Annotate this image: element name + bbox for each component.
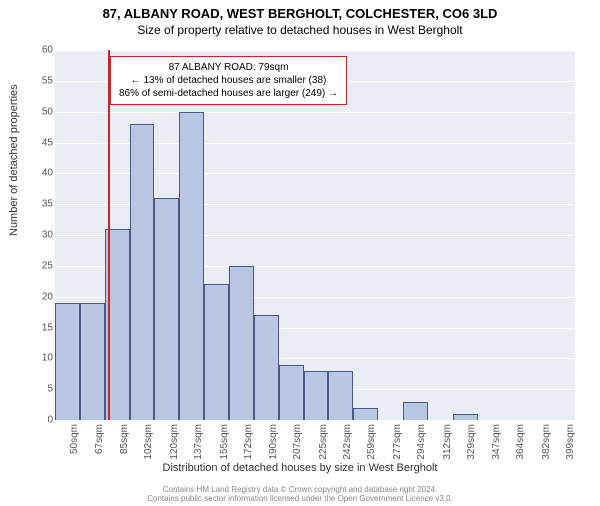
y-tick-label: 50 xyxy=(35,106,53,117)
chart-title: 87, ALBANY ROAD, WEST BERGHOLT, COLCHEST… xyxy=(0,6,600,21)
y-tick-label: 60 xyxy=(35,45,53,56)
x-tick-label: 172sqm xyxy=(243,424,254,460)
y-tick-label: 20 xyxy=(35,291,53,302)
footer-attribution: Contains HM Land Registry data © Crown c… xyxy=(0,485,600,504)
y-tick-label: 15 xyxy=(35,322,53,333)
x-tick-label: 242sqm xyxy=(342,424,353,460)
x-tick-label: 120sqm xyxy=(169,424,180,460)
annotation-line2: ← 13% of detached houses are smaller (38… xyxy=(119,74,338,87)
x-tick-label: 67sqm xyxy=(94,424,105,454)
y-tick-label: 10 xyxy=(35,353,53,364)
histogram-bar xyxy=(304,371,329,420)
histogram-bar xyxy=(279,365,304,421)
gridline xyxy=(55,420,575,421)
x-tick-label: 399sqm xyxy=(565,424,576,460)
histogram-bar xyxy=(55,303,80,420)
x-tick-label: 155sqm xyxy=(219,424,230,460)
histogram-bar xyxy=(403,402,428,421)
y-tick-label: 0 xyxy=(35,415,53,426)
histogram-bar xyxy=(254,315,279,420)
histogram-bar xyxy=(80,303,105,420)
y-tick-label: 25 xyxy=(35,260,53,271)
histogram-bar xyxy=(453,414,478,420)
x-tick-label: 364sqm xyxy=(515,424,526,460)
y-tick-label: 5 xyxy=(35,384,53,395)
histogram-bar xyxy=(130,124,155,420)
footer-line1: Contains HM Land Registry data © Crown c… xyxy=(0,485,600,495)
y-tick-label: 30 xyxy=(35,230,53,241)
property-marker-line xyxy=(108,50,110,420)
plot-area xyxy=(55,50,575,420)
annotation-line3: 86% of semi-detached houses are larger (… xyxy=(119,87,338,100)
x-tick-label: 329sqm xyxy=(466,424,477,460)
property-annotation: 87 ALBANY ROAD: 79sqm ← 13% of detached … xyxy=(110,56,347,105)
y-tick-label: 35 xyxy=(35,199,53,210)
histogram-bar xyxy=(204,284,229,420)
footer-line2: Contains public sector information licen… xyxy=(0,494,600,504)
y-tick-label: 45 xyxy=(35,137,53,148)
x-tick-label: 312sqm xyxy=(442,424,453,460)
x-tick-label: 294sqm xyxy=(416,424,427,460)
x-tick-label: 207sqm xyxy=(292,424,303,460)
x-tick-label: 137sqm xyxy=(193,424,204,460)
x-tick-label: 347sqm xyxy=(491,424,502,460)
x-tick-label: 85sqm xyxy=(119,424,130,454)
annotation-line1: 87 ALBANY ROAD: 79sqm xyxy=(119,61,338,74)
x-tick-label: 102sqm xyxy=(143,424,154,460)
y-tick-label: 40 xyxy=(35,168,53,179)
x-tick-label: 382sqm xyxy=(541,424,552,460)
histogram-bar xyxy=(179,112,204,420)
histogram-bar xyxy=(154,198,179,420)
x-tick-label: 50sqm xyxy=(69,424,80,454)
gridline xyxy=(55,50,575,51)
x-tick-label: 225sqm xyxy=(318,424,329,460)
y-axis-label: Number of detached properties xyxy=(8,84,20,236)
histogram-bar xyxy=(353,408,378,420)
histogram-bar xyxy=(229,266,254,420)
chart-subtitle: Size of property relative to detached ho… xyxy=(0,23,600,37)
y-tick-label: 55 xyxy=(35,75,53,86)
x-tick-label: 190sqm xyxy=(268,424,279,460)
x-tick-label: 259sqm xyxy=(366,424,377,460)
x-axis-label: Distribution of detached houses by size … xyxy=(0,462,600,474)
x-tick-label: 277sqm xyxy=(392,424,403,460)
gridline xyxy=(55,112,575,113)
histogram-bar xyxy=(328,371,353,420)
